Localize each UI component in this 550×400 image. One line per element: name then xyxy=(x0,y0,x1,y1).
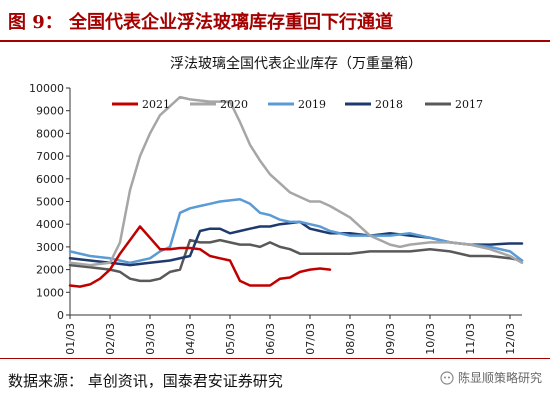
x-tick-label: 03/03 xyxy=(144,323,157,355)
watermark-text: 陈显顺策略研究 xyxy=(457,371,542,385)
x-tick-label: 05/03 xyxy=(224,323,237,355)
legend-label-2021: 2021 xyxy=(142,98,170,111)
x-tick-label: 01/03 xyxy=(64,323,77,355)
legend-label-2019: 2019 xyxy=(298,98,326,111)
y-tick-label: 3000 xyxy=(36,241,64,254)
legend-label-2018: 2018 xyxy=(375,98,403,111)
y-tick-label: 1000 xyxy=(36,286,64,299)
y-tick-label: 5000 xyxy=(36,196,64,209)
chart-title: 浮法玻璃全国代表企业库存（万重量箱） xyxy=(170,55,422,72)
watermark: 陈显顺策略研究 xyxy=(440,369,542,386)
x-tick-label: 11/03 xyxy=(464,323,477,355)
y-tick-label: 4000 xyxy=(36,218,64,231)
x-tick-label: 08/03 xyxy=(344,323,357,355)
x-tick-label: 12/03 xyxy=(504,323,517,355)
x-tick-label: 02/03 xyxy=(104,323,117,355)
y-tick-label: 8000 xyxy=(36,127,64,140)
series-line-2021 xyxy=(68,225,332,288)
figure-title: 图 9： 全国代表企业浮法玻璃库存重回下行通道 xyxy=(8,12,394,33)
data-source: 数据来源： 卓创资讯，国泰君安证券研究 xyxy=(8,372,283,390)
legend-label-2020: 2020 xyxy=(220,98,248,111)
y-tick-label: 6000 xyxy=(36,173,64,186)
y-tick-label: 10000 xyxy=(29,82,64,95)
figure-header: 图 9： 全国代表企业浮法玻璃库存重回下行通道 xyxy=(0,0,550,42)
x-tick-label: 09/03 xyxy=(384,323,397,355)
x-tick-label: 10/03 xyxy=(424,323,437,355)
wechat-icon xyxy=(440,370,454,385)
x-tick-label: 07/03 xyxy=(304,323,317,355)
y-tick-label: 0 xyxy=(57,309,64,322)
series-line-2017 xyxy=(68,238,524,283)
x-tick-label: 06/03 xyxy=(264,323,277,355)
y-tick-label: 2000 xyxy=(36,264,64,277)
y-tick-label: 9000 xyxy=(36,105,64,118)
series-line-2020 xyxy=(68,95,524,267)
x-tick-label: 04/03 xyxy=(184,323,197,355)
line-chart: 浮法玻璃全国代表企业库存（万重量箱） 0 1000 2000 3000 4000 5000 6… xyxy=(29,55,524,355)
legend-label-2017: 2017 xyxy=(455,98,483,111)
y-tick-label: 7000 xyxy=(36,150,64,163)
footer-divider xyxy=(0,358,550,359)
